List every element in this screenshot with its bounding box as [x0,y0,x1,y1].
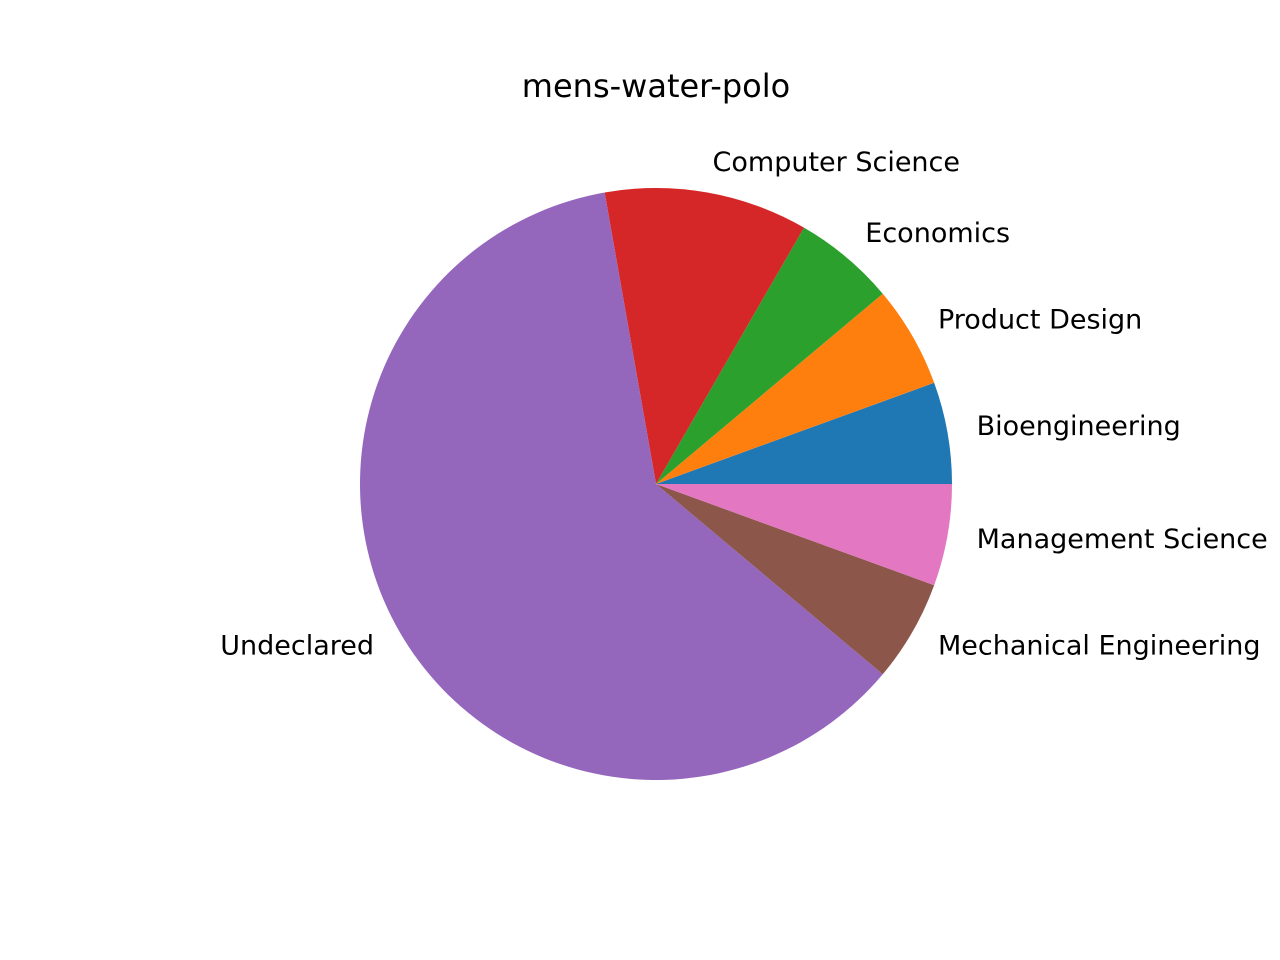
slice-label-mechanical-engineering: Mechanical Engineering [938,630,1260,661]
slice-label-undeclared: Undeclared [220,630,374,661]
pie-slice-undeclared [360,192,883,781]
pie-slice-bioengineering [656,382,952,484]
pie-slice-product-design [656,293,935,484]
pie-slice-economics [656,227,883,484]
slice-label-management-science: Management Science [977,524,1268,555]
pie-slices [360,188,952,781]
slice-label-computer-science: Computer Science [713,147,960,178]
slice-label-product-design: Product Design [938,305,1142,336]
slice-label-economics: Economics [865,218,1010,249]
pie-slice-management-science [656,484,952,586]
pie-slice-mechanical-engineering [656,484,935,675]
slice-label-bioengineering: Bioengineering [977,411,1181,442]
pie-slice-computer-science [604,188,804,484]
pie-slice-labels: Bioengineering Product Design Economics Com… [220,147,1268,661]
chart-title: mens-water-polo [522,67,790,105]
